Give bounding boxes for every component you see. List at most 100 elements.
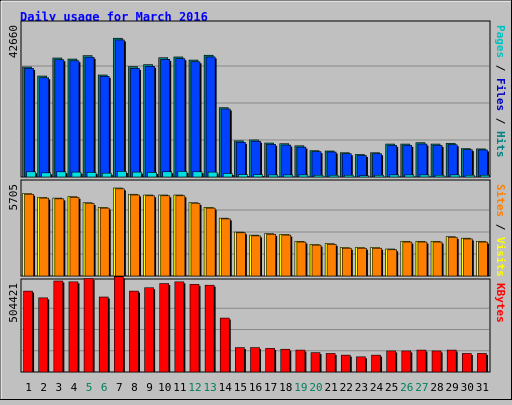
bar-files-day-30 [463,150,472,177]
bar-files-day-17 [267,144,276,177]
bar-kbytes-day-11 [175,282,184,372]
bar-kbytes-day-13 [205,285,214,372]
legend-entry: / [494,58,507,78]
bar-pages-day-12 [193,172,202,177]
bar-kbytes-day-27 [417,350,426,372]
bar-kbytes-day-10 [160,284,169,372]
x-tick-label: 11 [173,381,186,394]
x-tick-label: 2 [40,381,47,394]
bar-pages-day-27 [420,175,429,177]
max-label-visits-sites: 5705 [7,184,20,211]
legend-hits-files-pages: Pages / Files / Hits [494,25,507,158]
bar-pages-day-7 [117,171,126,177]
bar-sites-day-13 [206,208,215,276]
bar-sites-day-20 [312,245,321,276]
x-tick-label: 9 [146,381,153,394]
bar-sites-day-18 [282,235,291,276]
x-tick-label: 7 [116,381,123,394]
bar-sites-day-3 [55,199,64,276]
x-tick-label: 28 [430,381,443,394]
bar-sites-day-22 [342,248,351,276]
bar-kbytes-day-9 [145,288,154,372]
legend-kbytes: KBytes [494,283,507,323]
x-tick-label: 30 [461,381,474,394]
bar-files-day-14 [221,109,230,177]
bar-sites-day-29 [448,237,457,276]
bar-sites-day-17 [267,234,276,276]
bar-pages-day-23 [359,176,368,177]
bar-files-day-26 [403,145,412,177]
x-tick-label: 18 [279,381,292,394]
x-tick-label: 3 [56,381,63,394]
bar-files-day-27 [418,144,427,177]
bar-kbytes-day-19 [296,350,305,372]
bar-files-day-6 [100,76,109,177]
bar-files-day-28 [433,145,442,177]
bar-pages-day-17 [269,175,278,177]
bar-kbytes-day-18 [281,349,290,372]
bar-files-day-7 [115,40,124,177]
bar-pages-day-9 [148,172,157,177]
bar-files-day-9 [146,66,155,177]
bar-kbytes-day-24 [372,355,381,372]
x-tick-label: 5 [86,381,93,394]
bar-sites-day-1 [25,194,34,276]
bar-kbytes-day-20 [311,353,320,372]
x-tick-label: 26 [400,381,413,394]
bar-pages-day-18 [284,175,293,177]
bar-sites-day-25 [388,250,397,276]
bar-kbytes-day-3 [54,281,63,372]
bar-pages-day-30 [465,175,474,177]
legend-entry: Hits [494,131,507,158]
x-tick-label: 19 [294,381,307,394]
bar-kbytes-day-16 [251,348,260,372]
legend-entry: / [494,111,507,131]
bar-pages-day-11 [178,171,187,177]
bar-sites-day-9 [146,196,155,276]
bar-sites-day-21 [327,244,336,276]
bar-files-day-10 [161,59,170,177]
bar-pages-day-5 [87,172,96,177]
x-tick-label: 17 [264,381,277,394]
bar-kbytes-day-7 [114,277,123,372]
x-tick-label: 20 [309,381,322,394]
bar-pages-day-19 [299,175,308,177]
bar-sites-day-2 [40,198,49,276]
bar-kbytes-day-30 [462,353,471,372]
bar-files-day-3 [55,60,64,177]
bar-files-day-20 [312,152,321,177]
x-tick-label: 14 [219,381,233,394]
bar-sites-day-11 [176,196,185,276]
bar-kbytes-day-26 [402,351,411,372]
bar-files-day-22 [342,154,351,177]
bar-kbytes-day-6 [99,297,108,372]
bar-kbytes-day-1 [24,291,33,372]
bar-sites-day-28 [433,242,442,276]
bar-files-day-15 [236,142,245,177]
bar-kbytes-day-8 [129,291,138,372]
x-tick-label: 22 [340,381,353,394]
bar-sites-day-10 [161,196,170,276]
bar-kbytes-day-17 [266,348,275,372]
x-tick-label: 29 [446,381,459,394]
bar-files-day-11 [176,59,185,177]
bar-pages-day-14 [223,174,232,177]
x-tick-label: 1 [25,381,32,394]
bar-pages-day-22 [344,175,353,177]
bar-pages-day-13 [208,172,217,177]
legend-entry: KBytes [494,283,507,323]
x-tick-label: 31 [476,381,489,394]
bar-pages-day-31 [480,175,489,177]
bar-pages-day-21 [329,175,338,177]
bar-sites-day-8 [130,195,139,276]
bar-pages-day-1 [27,172,36,177]
bar-files-day-2 [40,78,49,177]
bar-kbytes-day-28 [432,351,441,372]
bar-pages-day-20 [314,175,323,177]
bar-sites-day-6 [100,208,109,276]
bar-kbytes-day-12 [190,284,199,372]
bar-pages-day-8 [132,172,141,177]
bar-files-day-25 [388,145,397,177]
